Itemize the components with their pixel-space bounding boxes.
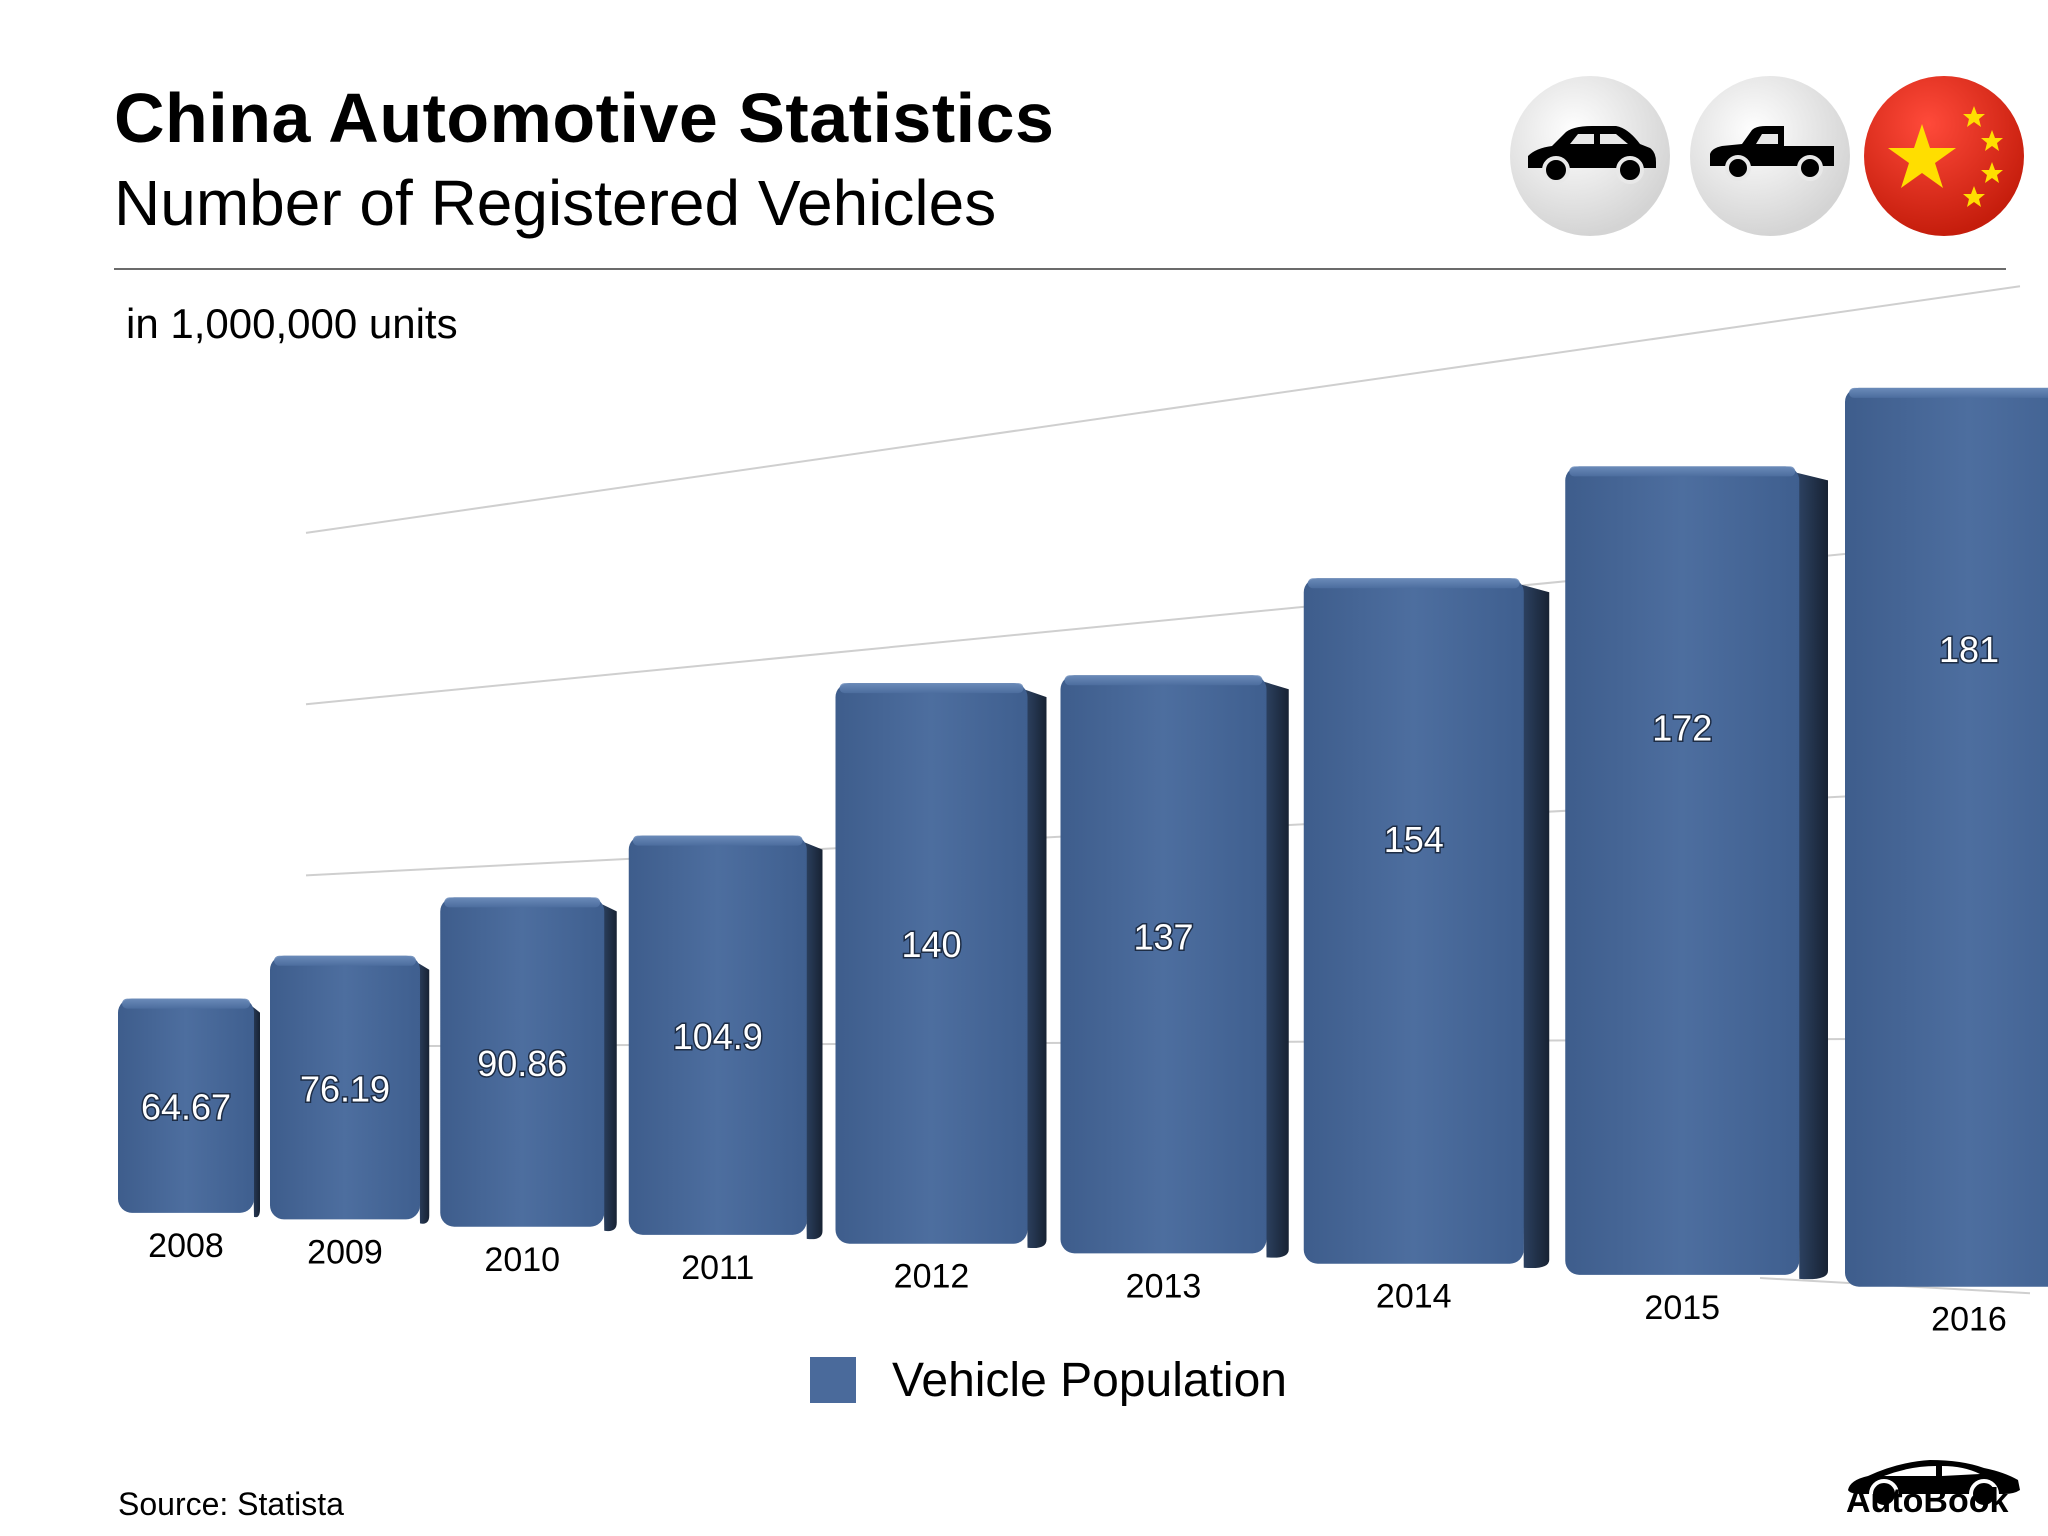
bar-top-2013 [1064,675,1263,686]
sedan-badge [1508,74,1672,238]
bar-side-2013 [1262,681,1289,1258]
gridline-200 [305,285,2021,534]
bar-2008 [118,998,260,1218]
value-label-2010: 90.86 [477,1043,567,1084]
value-label-2008: 64.67 [141,1087,231,1128]
bar-front-2010 [440,897,605,1227]
header-divider [114,268,2006,270]
bar-top-2008 [122,998,250,1009]
bar-front-2015 [1565,466,1800,1275]
bar-side-2015 [1795,472,1828,1280]
bar-side-2014 [1519,584,1550,1269]
value-label-2015: 172 [1652,707,1712,748]
value-label-2014: 154 [1384,819,1444,860]
category-label-2008: 2008 [148,1227,224,1265]
bar-front-2016 [1845,387,2048,1287]
bar-top-2009 [274,955,416,966]
category-label-2012: 2012 [894,1258,970,1296]
bar-2010 [440,897,617,1232]
category-label-2009: 2009 [307,1233,383,1271]
bar-top-2016 [1849,387,2048,398]
bar-2015 [1565,466,1828,1280]
value-label-2009: 76.19 [300,1069,390,1110]
bar-side-2012 [1023,689,1047,1249]
category-label-2013: 2013 [1126,1267,1202,1305]
bar-2012 [835,683,1047,1249]
bar-front-2008 [118,998,254,1213]
china-flag-icon [1864,76,2024,236]
bar-front-2011 [628,835,807,1235]
bar-2013 [1060,675,1289,1258]
bar-2014 [1303,578,1550,1269]
legend-label: Vehicle Population [892,1353,1287,1407]
bar-top-2012 [839,683,1024,694]
bar-front-2014 [1303,578,1524,1264]
value-label-2012: 140 [901,924,961,965]
pickup-badge [1688,74,1852,238]
category-label-2016: 2016 [1931,1301,2007,1339]
legend-swatch [810,1357,856,1403]
autobook-car-logo [1848,1460,2020,1509]
bar-2016 [1845,387,2048,1287]
sedan-icon [1510,76,1670,236]
value-label-2016: 181 [1939,629,1999,670]
bar-top-2010 [444,897,601,908]
pickup-truck-icon [1690,76,1850,236]
bar-2009 [270,955,430,1224]
brand-name: AutoBook [1846,1482,2009,1520]
chart-legend: Vehicle Population [810,1352,1287,1408]
bar-front-2012 [835,683,1028,1244]
value-label-2013: 137 [1133,916,1193,957]
bar-top-2011 [632,835,803,846]
bar-front-2009 [270,955,420,1220]
bar-top-2015 [1569,466,1796,477]
bar-2011 [628,835,823,1240]
page-title: China Automotive Statistics [114,79,1055,157]
bar-front-2013 [1060,675,1267,1254]
source-note: Source: Statista [118,1486,344,1522]
units-label: in 1,000,000 units [126,300,458,347]
category-label-2015: 2015 [1644,1289,1720,1327]
bar-side-2011 [802,841,823,1240]
category-label-2010: 2010 [484,1241,560,1279]
china-flag-badge [1862,74,2026,238]
value-label-2011: 104.9 [673,1016,763,1057]
category-label-2011: 2011 [681,1249,754,1287]
category-label-2014: 2014 [1376,1278,1452,1316]
bar-top-2014 [1307,578,1520,589]
page-subtitle: Number of Registered Vehicles [114,167,997,239]
bar-side-2010 [600,903,617,1232]
